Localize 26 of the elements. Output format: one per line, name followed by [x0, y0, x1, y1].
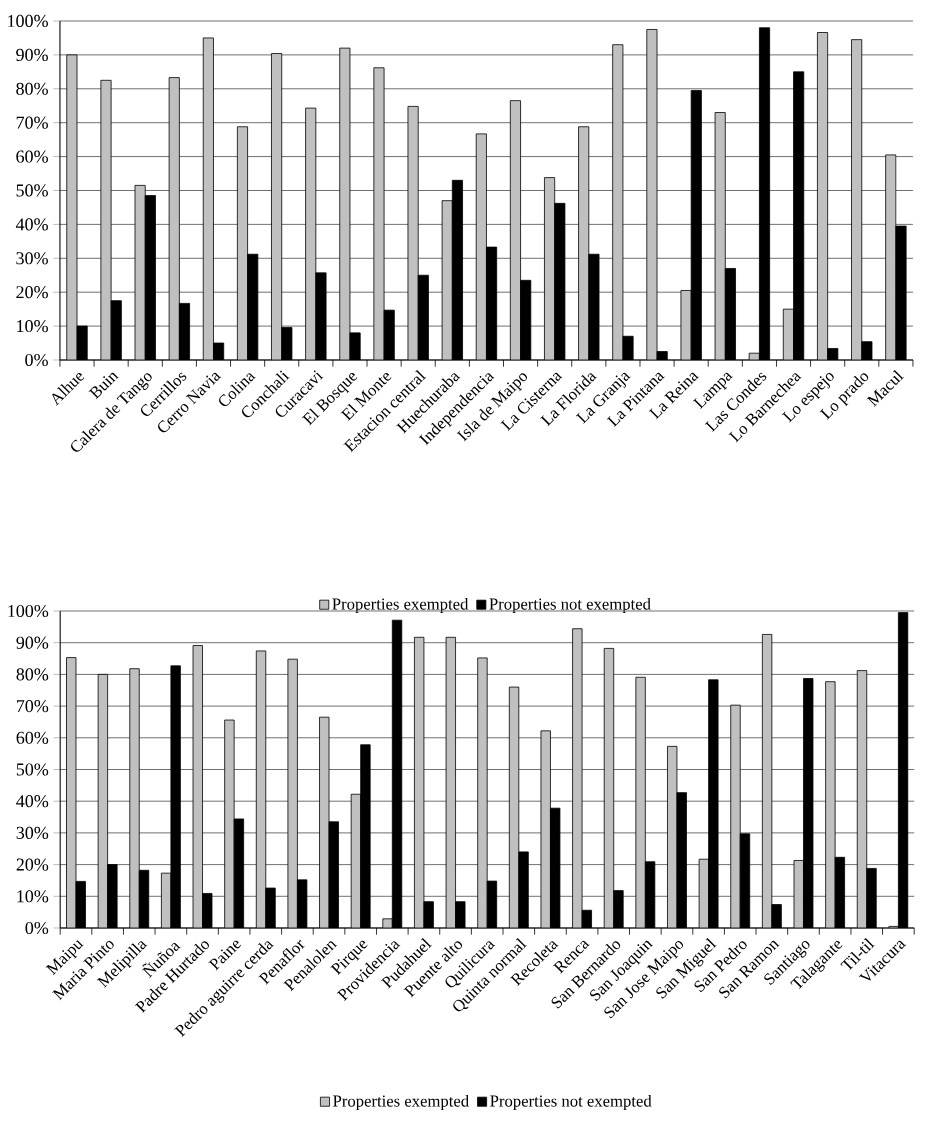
y-tick-label: 90%: [16, 636, 49, 649]
y-tick-label: 10%: [17, 319, 48, 333]
y-tick-label: 20%: [16, 858, 49, 871]
y-tick-label: 0%: [25, 353, 48, 367]
y-tick-label: 50%: [16, 184, 48, 197]
y-tick-label: 70%: [16, 116, 48, 129]
y-tick-label: 90%: [16, 48, 48, 61]
y-tick-label: 20%: [16, 286, 48, 299]
y-tick-label: 0%: [25, 921, 49, 935]
y-tick-label: 70%: [17, 699, 49, 713]
y-tick-label: 50%: [16, 763, 49, 776]
y-tick-label: 60%: [16, 150, 48, 163]
legend-label: Properties exempted: [333, 1094, 469, 1111]
y-tick-label: 60%: [16, 731, 49, 744]
y-tick-label: 80%: [16, 668, 49, 681]
y-tick-label: 80%: [16, 82, 48, 95]
y-tick-label: 40%: [15, 218, 48, 231]
y-tick-label: 10%: [17, 890, 49, 903]
legend-label: Properties not exempted: [490, 1094, 652, 1111]
y-tick-label: 30%: [16, 252, 48, 265]
legend-label: Properties not exempted: [489, 597, 651, 614]
y-tick-label: 40%: [16, 795, 49, 808]
y-tick-label: 100%: [8, 604, 49, 618]
y-tick-label: 100%: [8, 14, 48, 28]
y-tick-label: 30%: [16, 826, 49, 839]
legend-label: Properties exempted: [332, 597, 469, 614]
